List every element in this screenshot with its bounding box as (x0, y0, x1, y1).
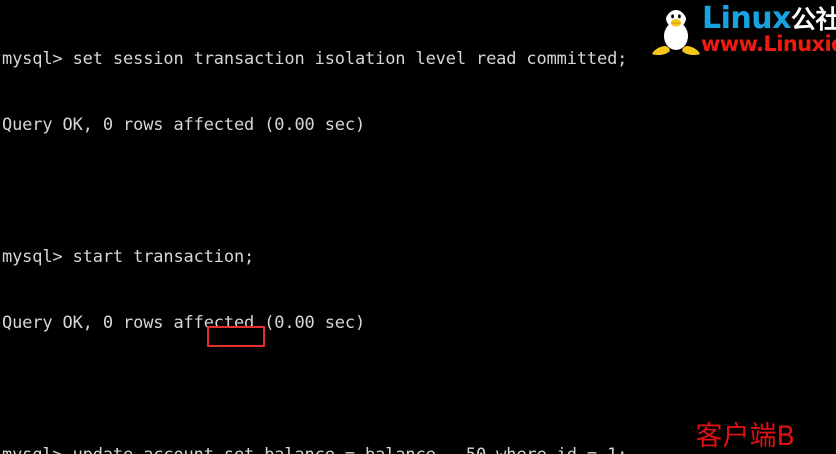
terminal-line-blank (2, 180, 836, 202)
terminal-line: Query OK, 0 rows affected (0.00 sec) (2, 115, 366, 135)
tux-penguin-icon (651, 4, 701, 56)
terminal-line: Query OK, 0 rows affected (0.00 sec) (2, 313, 366, 333)
logo-brand-en: Linux (702, 1, 791, 36)
terminal-line: mysql> update account set balance = bala… (2, 444, 836, 454)
client-label: 客户端B (695, 421, 795, 452)
logo-brand-cn: 公社 (790, 5, 836, 34)
logo-wordmark: Linux公社 www.Linuxidc.com (701, 3, 836, 57)
terminal-line: mysql> set session transaction isolation… (2, 49, 628, 69)
linuxidc-watermark-logo: Linux公社 www.Linuxidc.com (624, 1, 836, 57)
logo-url: www.Linuxidc.com (701, 32, 836, 56)
logo-brand: Linux公社 (702, 3, 836, 36)
terminal-line-blank (2, 378, 836, 400)
terminal-line: mysql> start transaction; (2, 247, 255, 267)
